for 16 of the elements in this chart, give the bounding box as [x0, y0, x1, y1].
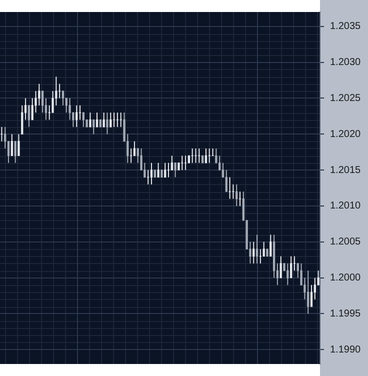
- y-tick-label: 1.1995: [330, 308, 362, 320]
- y-tick-label: 1.2005: [330, 236, 362, 248]
- y-tick-label: 1.2030: [330, 57, 362, 68]
- y-tick-label: 1.1990: [330, 344, 362, 356]
- y-tick-label: 1.2000: [330, 272, 362, 284]
- candlestick: [266, 248, 268, 257]
- y-tick-label: 1.2015: [330, 164, 362, 176]
- candlestick: [201, 155, 204, 164]
- candlestick: [188, 155, 190, 164]
- y-tick-label: 1.2010: [330, 200, 362, 212]
- y-tick-label: 1.2020: [330, 128, 362, 140]
- y-tick-label: 1.2035: [330, 21, 362, 32]
- candlestick: [154, 170, 156, 178]
- candlestick: [99, 119, 102, 128]
- candlestick: [160, 170, 163, 178]
- y-tick-label: 1.2025: [330, 92, 362, 104]
